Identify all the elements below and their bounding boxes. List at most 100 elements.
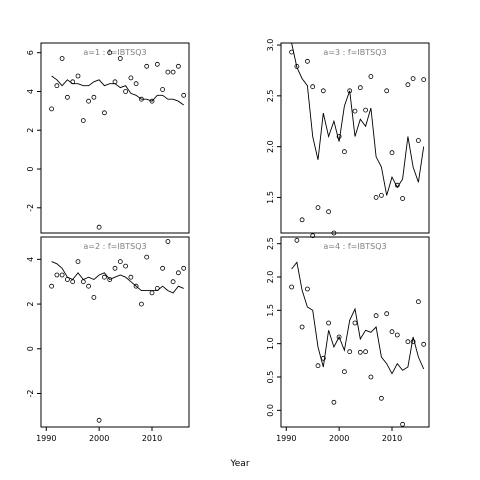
panel-2-point-24: [415, 138, 421, 143]
panel-1-point-17: [138, 96, 144, 102]
panels-group: a=1 : f=IBTSQ3 -2 0 2 4 6 a=3 : f=IBTSQ3 1.5 2.0…: [26, 39, 430, 443]
panel-4-point-11: [347, 349, 353, 355]
panel-4: a=4 : f=IBTSQ3 0.0 0.5 1.0 1.5 2.0 2.5 1990 2000…: [266, 233, 430, 443]
panel-1-point-9: [96, 224, 102, 230]
panel-4-point-9: [336, 334, 342, 340]
panel-1-point-21: [160, 87, 166, 92]
panel-2-point-23: [410, 76, 416, 81]
panel-3-point-3: [65, 277, 70, 282]
panel-2-point-19: [389, 150, 395, 156]
panel-1-title: a=1 : f=IBTSQ3: [83, 48, 146, 57]
panel-4-point-2: [299, 324, 305, 330]
panel-1-point-14: [123, 89, 128, 94]
panel-1-point-19: [149, 98, 155, 104]
panel-3-point-13: [117, 259, 123, 265]
panel-2-fitted-line: [291, 42, 425, 196]
panel-3-point-6: [80, 279, 86, 285]
panel-3-xtick-label-2: 2010: [142, 434, 162, 443]
panel-2-point-1: [294, 64, 300, 69]
panel-1-point-25: [181, 92, 187, 98]
panel-3-point-23: [170, 279, 176, 285]
panel-1-point-4: [70, 79, 76, 85]
panel-4-frame: [280, 236, 430, 428]
panel-3: a=2 : f=IBTSQ3 -2 0 2 4 1990 2000 2010: [26, 236, 190, 443]
panel-3-point-1: [54, 272, 60, 278]
panel-4-point-13: [357, 349, 363, 355]
panel-1-point-23: [170, 69, 176, 75]
panel-2-ytick-label-2: 2.5: [266, 89, 275, 102]
panel-4-point-7: [326, 320, 332, 326]
panel-1-ytick-label-1: 0: [26, 166, 35, 171]
panel-1-point-5: [75, 73, 81, 79]
panel-1-point-15: [128, 75, 134, 81]
panel-4-point-17: [378, 395, 384, 401]
panel-1-point-1: [54, 83, 60, 89]
panel-3-xtick-label-1: 2000: [89, 434, 109, 443]
panel-4-point-25: [421, 341, 427, 347]
panel-1-point-2: [59, 56, 65, 61]
panel-4-point-6: [320, 355, 326, 361]
panel-2-point-21: [400, 196, 406, 201]
panel-3-point-2: [59, 272, 65, 278]
panel-3-point-14: [123, 263, 128, 269]
panel-4-point-3: [304, 286, 310, 292]
panel-1-ytick-label-4: 6: [26, 50, 35, 55]
panel-3-point-12: [112, 265, 118, 271]
panel-2-point-2: [299, 217, 305, 223]
panel-4-point-10: [341, 369, 347, 375]
panel-1-point-18: [144, 63, 150, 69]
panel-3-point-9: [96, 417, 102, 423]
panel-2-ytick-label-0: 1.5: [266, 191, 275, 204]
panel-4-point-15: [368, 374, 374, 380]
panel-2-point-4: [310, 84, 316, 90]
panel-1-point-24: [175, 63, 181, 69]
panel-1-point-20: [154, 61, 160, 67]
panel-3-point-24: [175, 270, 181, 276]
panel-1-point-10: [102, 110, 107, 116]
panel-3-point-20: [154, 285, 160, 291]
panel-1-point-7: [86, 98, 91, 104]
panel-1-point-3: [65, 94, 70, 100]
panel-2-point-16: [373, 194, 379, 200]
panel-3-frame: [40, 236, 190, 428]
panel-3-point-5: [75, 259, 81, 265]
panel-1-frame: [40, 42, 190, 234]
panel-3-point-16: [133, 283, 139, 289]
panel-2-point-10: [341, 149, 347, 155]
panel-4-point-22: [405, 339, 411, 345]
panel-2-point-20: [394, 182, 400, 188]
panel-1-point-13: [117, 56, 123, 61]
panel-4-ytick-label-0: 0.0: [266, 404, 275, 417]
panel-2-ytick-label-1: 2.0: [266, 140, 275, 153]
panel-3-ytick-label-2: 2: [26, 302, 35, 307]
panel-3-ytick-label-0: -2: [26, 389, 35, 397]
panel-4-point-18: [384, 311, 390, 317]
panel-1-point-0: [49, 106, 54, 112]
panel-4-point-20: [394, 332, 400, 338]
panel-2-point-17: [378, 192, 384, 198]
panel-1-point-22: [165, 69, 171, 75]
panel-4-xtick-label-0: 1990: [276, 434, 296, 443]
panel-3-point-18: [144, 254, 150, 260]
panel-4-point-23: [410, 339, 416, 345]
panel-1-ytick-label-3: 4: [26, 89, 35, 94]
panel-4-point-12: [352, 320, 358, 326]
panel-2-point-25: [421, 77, 427, 82]
panel-3-point-7: [86, 283, 91, 289]
panel-4-point-21: [400, 421, 406, 427]
panel-4-point-8: [331, 399, 337, 405]
panel-4-ytick-label-3: 1.5: [266, 304, 275, 317]
panel-2-point-15: [368, 74, 374, 79]
panel-2-title: a=3 : f=IBTSQ3: [323, 48, 386, 57]
panel-4-point-16: [373, 313, 379, 319]
panel-2-point-14: [363, 107, 369, 113]
panel-2-point-7: [326, 209, 332, 215]
panel-2-point-5: [315, 205, 321, 211]
panel-2-point-12: [352, 108, 358, 114]
panel-3-point-21: [160, 265, 166, 271]
panel-4-xtick-label-1: 2000: [329, 434, 349, 443]
panel-1: a=1 : f=IBTSQ3 -2 0 2 4 6: [26, 42, 190, 234]
panel-3-point-11: [107, 277, 113, 282]
panel-2-point-13: [357, 85, 363, 91]
panel-2-point-18: [384, 88, 390, 94]
